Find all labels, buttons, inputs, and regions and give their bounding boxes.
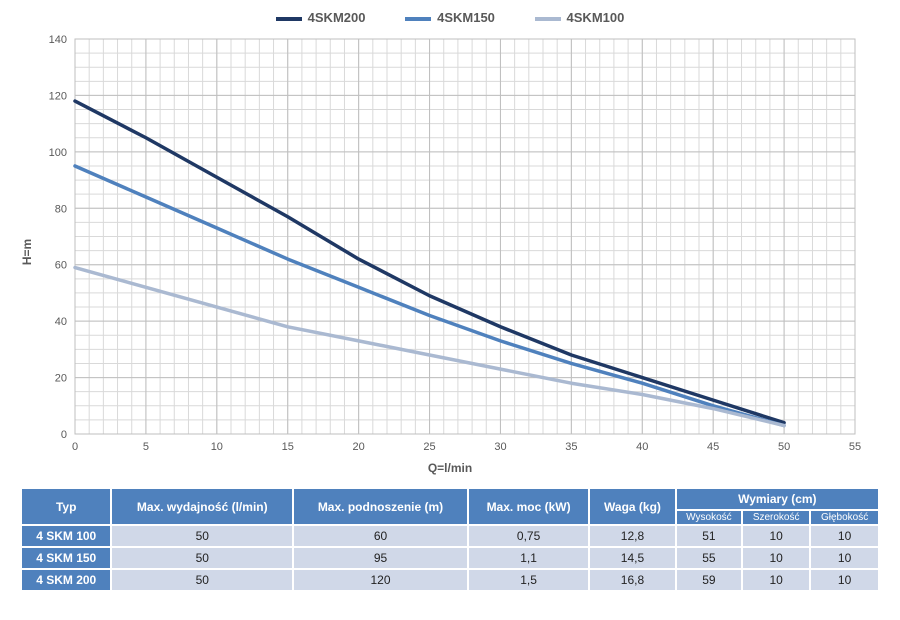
cell-waga: 14,5 [589, 547, 675, 569]
spec-table: Typ Max. wydajność (l/min) Max. podnosze… [20, 487, 880, 592]
table-row: 4 SKM 10050600,7512,8511010 [21, 525, 879, 547]
pump-curve-chart: 0 5 10 15 20 25 30 35 40 45 50 55 0 20 40 60 80 100 120 140 [30, 29, 870, 459]
svg-text:140: 140 [49, 34, 67, 46]
cell-max-wydajnosc: 50 [111, 525, 293, 547]
col-glebokosc: Głębokość [810, 510, 879, 525]
cell-typ: 4 SKM 100 [21, 525, 111, 547]
svg-text:80: 80 [55, 203, 67, 215]
x-axis-label: Q=l/min [20, 461, 880, 475]
legend-label-1: 4SKM150 [437, 10, 495, 25]
cell-waga: 16,8 [589, 569, 675, 591]
cell-max-wydajnosc: 50 [111, 569, 293, 591]
legend-swatch-0 [276, 17, 302, 21]
svg-text:50: 50 [778, 441, 790, 453]
cell-max-podnoszenie: 120 [293, 569, 468, 591]
cell-szerokosc: 10 [742, 525, 810, 547]
legend-swatch-2 [535, 17, 561, 21]
col-wymiary: Wymiary (cm) [676, 488, 879, 510]
legend-label-0: 4SKM200 [308, 10, 366, 25]
cell-glebokosc: 10 [810, 525, 879, 547]
table-row: 4 SKM 15050951,114,5551010 [21, 547, 879, 569]
cell-wysokosc: 51 [676, 525, 742, 547]
svg-text:20: 20 [353, 441, 365, 453]
col-waga: Waga (kg) [589, 488, 675, 525]
svg-text:100: 100 [49, 147, 67, 159]
svg-text:60: 60 [55, 260, 67, 272]
col-max-moc: Max. moc (kW) [468, 488, 589, 525]
legend-swatch-1 [405, 17, 431, 21]
cell-szerokosc: 10 [742, 569, 810, 591]
cell-szerokosc: 10 [742, 547, 810, 569]
svg-text:5: 5 [143, 441, 149, 453]
svg-text:25: 25 [423, 441, 435, 453]
svg-text:120: 120 [49, 90, 67, 102]
svg-text:30: 30 [494, 441, 506, 453]
chart-legend: 4SKM200 4SKM150 4SKM100 [20, 10, 880, 25]
svg-text:40: 40 [636, 441, 648, 453]
col-wysokosc: Wysokość [676, 510, 742, 525]
col-szerokosc: Szerokość [742, 510, 810, 525]
cell-typ: 4 SKM 150 [21, 547, 111, 569]
svg-text:0: 0 [72, 441, 78, 453]
legend-label-2: 4SKM100 [567, 10, 625, 25]
svg-text:40: 40 [55, 316, 67, 328]
col-typ: Typ [21, 488, 111, 525]
svg-text:15: 15 [282, 441, 294, 453]
cell-typ: 4 SKM 200 [21, 569, 111, 591]
cell-waga: 12,8 [589, 525, 675, 547]
cell-max-moc: 0,75 [468, 525, 589, 547]
chart-container: H=m 0 5 10 15 20 25 30 35 40 45 50 55 0 20 40 60 80 100 12… [20, 29, 880, 475]
y-axis-label: H=m [20, 239, 34, 265]
table-row: 4 SKM 200501201,516,8591010 [21, 569, 879, 591]
svg-text:0: 0 [61, 429, 67, 441]
cell-wysokosc: 59 [676, 569, 742, 591]
col-max-wydajnosc: Max. wydajność (l/min) [111, 488, 293, 525]
cell-max-moc: 1,1 [468, 547, 589, 569]
cell-max-podnoszenie: 95 [293, 547, 468, 569]
svg-text:35: 35 [565, 441, 577, 453]
cell-max-podnoszenie: 60 [293, 525, 468, 547]
cell-max-moc: 1,5 [468, 569, 589, 591]
cell-glebokosc: 10 [810, 547, 879, 569]
cell-wysokosc: 55 [676, 547, 742, 569]
svg-text:10: 10 [211, 441, 223, 453]
svg-text:45: 45 [707, 441, 719, 453]
col-max-podnoszenie: Max. podnoszenie (m) [293, 488, 468, 525]
svg-text:20: 20 [55, 373, 67, 385]
cell-max-wydajnosc: 50 [111, 547, 293, 569]
svg-text:55: 55 [849, 441, 861, 453]
cell-glebokosc: 10 [810, 569, 879, 591]
